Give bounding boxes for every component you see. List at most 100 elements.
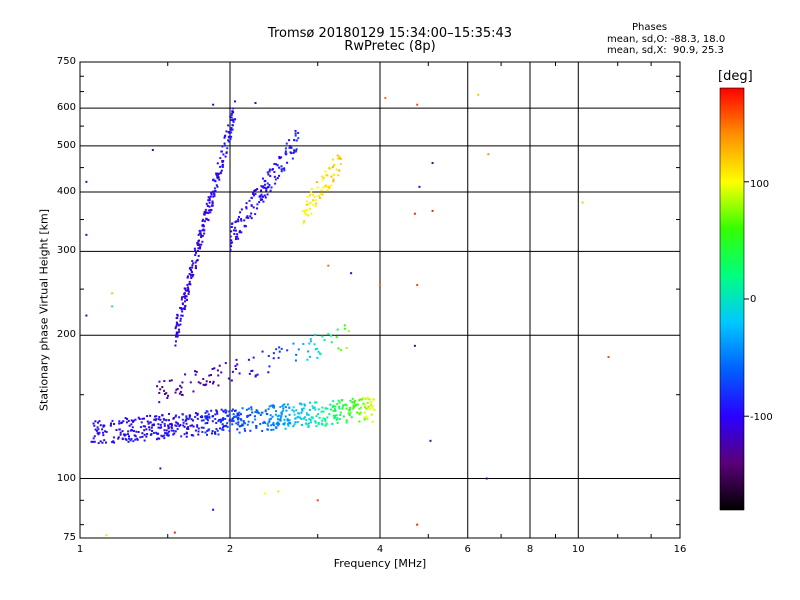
data-point — [245, 206, 248, 209]
data-point — [295, 353, 298, 356]
data-point — [326, 416, 329, 419]
data-point — [183, 425, 186, 428]
data-point — [309, 418, 312, 421]
data-point — [215, 172, 218, 175]
data-point — [132, 440, 135, 443]
data-point — [211, 420, 214, 423]
data-point — [321, 178, 324, 181]
data-point — [261, 411, 264, 414]
data-point — [269, 414, 272, 417]
data-point — [228, 429, 231, 432]
data-point — [215, 184, 218, 187]
data-point — [205, 202, 208, 205]
data-point — [267, 408, 270, 411]
data-point — [247, 414, 250, 417]
data-point — [99, 424, 102, 427]
data-point — [212, 103, 215, 106]
data-point — [158, 401, 161, 404]
data-point — [288, 406, 291, 409]
data-point — [370, 413, 373, 416]
data-point — [332, 409, 335, 412]
stats-o-mode: mean, sd,O: -88.3, 18.0 — [607, 34, 726, 45]
data-point — [238, 231, 241, 234]
data-point — [203, 213, 206, 216]
data-point — [251, 421, 254, 424]
data-point — [368, 408, 371, 411]
data-point — [174, 424, 177, 427]
data-point — [273, 175, 276, 178]
data-point — [214, 431, 217, 434]
data-point — [228, 419, 231, 422]
data-point — [218, 178, 221, 181]
data-point — [372, 398, 375, 401]
data-point — [276, 415, 279, 418]
data-point — [332, 166, 335, 169]
data-point — [331, 422, 334, 425]
data-point — [337, 399, 340, 402]
data-point — [127, 440, 130, 443]
data-point — [317, 423, 320, 426]
data-point — [233, 100, 236, 103]
data-point — [294, 150, 297, 153]
data-point — [226, 425, 229, 428]
data-point — [332, 414, 335, 417]
data-point — [147, 422, 150, 425]
data-point — [363, 411, 366, 414]
data-point — [280, 170, 283, 173]
data-point — [350, 272, 353, 275]
data-point — [200, 426, 203, 429]
data-point — [239, 418, 242, 421]
data-point — [175, 317, 178, 320]
data-point — [286, 419, 289, 422]
colorbar-tick-label: 0 — [750, 294, 757, 305]
data-point — [270, 417, 273, 420]
data-point — [293, 410, 296, 413]
data-point — [297, 131, 300, 134]
data-point — [191, 434, 194, 437]
data-point — [309, 340, 312, 343]
data-point — [322, 176, 325, 179]
data-point — [320, 410, 323, 413]
data-point — [250, 196, 253, 199]
data-point — [256, 410, 259, 413]
data-point — [302, 222, 305, 225]
data-point — [231, 423, 234, 426]
data-point — [333, 408, 336, 411]
data-point — [266, 171, 269, 174]
data-point — [207, 419, 210, 422]
data-point — [201, 224, 204, 227]
data-point — [337, 157, 340, 160]
data-point — [341, 398, 344, 401]
grid-lines — [80, 62, 680, 538]
data-point — [358, 412, 361, 415]
data-point — [254, 213, 257, 216]
data-point — [349, 406, 352, 409]
data-point — [227, 377, 230, 380]
data-point — [339, 413, 342, 416]
data-point — [163, 422, 166, 425]
data-point — [336, 417, 339, 420]
data-point — [280, 156, 283, 159]
data-point — [304, 213, 307, 216]
data-point — [310, 191, 313, 194]
data-point — [175, 388, 178, 391]
data-point — [197, 247, 200, 250]
data-point — [259, 422, 262, 425]
data-point — [326, 407, 329, 410]
data-point — [296, 420, 299, 423]
data-point — [304, 416, 307, 419]
data-point — [271, 168, 274, 171]
data-point — [265, 187, 268, 190]
data-point — [338, 155, 341, 158]
data-point — [196, 412, 199, 415]
data-point — [194, 264, 197, 267]
colorbar-tick-label: 100 — [750, 179, 770, 190]
data-point — [349, 399, 352, 402]
data-point — [102, 425, 105, 428]
data-point — [242, 421, 245, 424]
data-point — [132, 420, 135, 423]
data-point — [240, 419, 243, 422]
data-point — [186, 276, 189, 279]
data-point — [334, 416, 337, 419]
data-point — [85, 180, 88, 183]
